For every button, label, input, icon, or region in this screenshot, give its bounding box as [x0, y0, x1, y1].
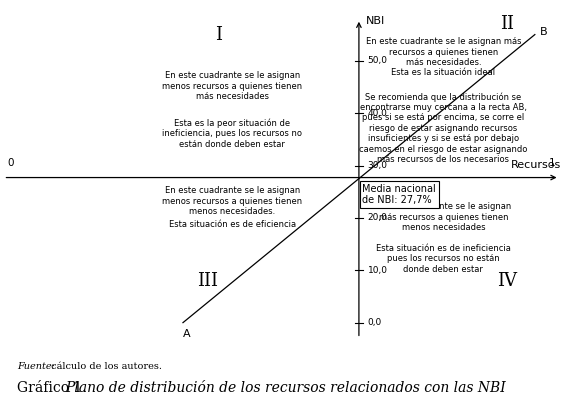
Text: 1: 1 — [549, 158, 556, 168]
Text: III: III — [197, 272, 218, 290]
Text: Plano de distribución de los recursos relacionados con las NBI: Plano de distribución de los recursos re… — [65, 381, 506, 395]
Text: En este cuadrante se le asignan más
recursos a quienes tienen
más necesidades.
E: En este cuadrante se le asignan más recu… — [365, 37, 521, 78]
Text: 0: 0 — [7, 158, 14, 168]
Text: En este cuadrante se le asignan
menos recursos a quienes tienen
menos necesidade: En este cuadrante se le asignan menos re… — [162, 186, 302, 216]
Text: 20,0: 20,0 — [368, 213, 387, 222]
Text: II: II — [500, 15, 513, 33]
Text: 40,0: 40,0 — [368, 109, 387, 118]
Text: 30,0: 30,0 — [368, 161, 388, 170]
Text: A: A — [182, 329, 190, 339]
Text: NBI: NBI — [366, 16, 385, 26]
Text: Gráfico 1.: Gráfico 1. — [17, 381, 91, 395]
Text: cálculo de los autores.: cálculo de los autores. — [48, 362, 162, 371]
Text: Recursos: Recursos — [511, 160, 561, 170]
Text: Fuente:: Fuente: — [17, 362, 55, 371]
Text: B: B — [540, 27, 548, 37]
Text: En este cuadrante se le asignan
más recursos a quienes tienen
menos necesidades: En este cuadrante se le asignan más recu… — [376, 202, 511, 232]
Text: Esta situación es de eficiencia: Esta situación es de eficiencia — [169, 220, 296, 230]
Text: Esta es la peor situación de
ineficiencia, pues los recursos no
están donde debe: Esta es la peor situación de ineficienci… — [162, 118, 302, 149]
Text: En este cuadrante se le asignan
menos recursos a quienes tienen
más necesidades: En este cuadrante se le asignan menos re… — [162, 71, 302, 101]
Text: 10,0: 10,0 — [368, 266, 388, 275]
Text: IV: IV — [497, 272, 517, 290]
Text: Media nacional
de NBI: 27,7%: Media nacional de NBI: 27,7% — [363, 184, 436, 205]
Text: 50,0: 50,0 — [368, 56, 388, 65]
Text: Esta situación es de ineficiencia
pues los recursos no están
donde deben estar: Esta situación es de ineficiencia pues l… — [376, 244, 511, 274]
Text: 0,0: 0,0 — [368, 318, 382, 327]
Text: Se recomienda que la distribución se
encontrarse muy cercana a la recta AB,
pues: Se recomienda que la distribución se enc… — [359, 92, 528, 164]
Text: I: I — [215, 26, 222, 44]
